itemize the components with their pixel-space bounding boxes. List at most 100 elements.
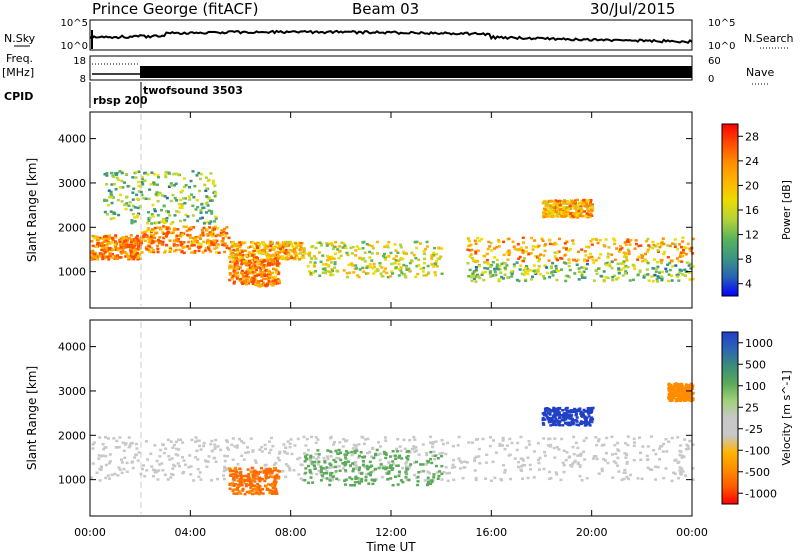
power-cell — [554, 243, 558, 246]
freq-tick-top: 18 — [73, 56, 86, 67]
power-cell — [132, 187, 136, 190]
velocity-cell — [240, 440, 244, 443]
power-cell — [263, 249, 267, 252]
velocity-cell — [135, 447, 139, 450]
power-cell — [214, 215, 218, 219]
power-cell — [582, 270, 586, 273]
velocity-cell — [430, 461, 434, 465]
power-cell — [116, 257, 119, 260]
power-cell — [318, 274, 322, 277]
power-cell — [490, 274, 494, 277]
velocity-cell — [238, 477, 242, 481]
velocity-cell — [288, 469, 292, 472]
velocity-cell — [679, 382, 683, 386]
power-cell — [355, 245, 359, 248]
power-cell — [134, 251, 138, 255]
power-echo-layer — [90, 170, 695, 288]
power-cell — [408, 261, 412, 265]
power-cell — [313, 270, 317, 273]
power-cell — [137, 245, 140, 248]
power-cell — [250, 245, 254, 248]
velocity-cell — [350, 453, 354, 457]
velocity-cell — [241, 478, 245, 481]
power-cell — [549, 209, 553, 212]
velocity-cell — [197, 439, 201, 442]
power-cell — [399, 258, 403, 261]
power-cell — [667, 279, 670, 283]
power-cell — [198, 217, 202, 220]
velocity-cell — [691, 467, 695, 470]
velocity-cell — [548, 470, 552, 474]
power-cell — [256, 284, 260, 287]
velocity-cell — [115, 446, 119, 449]
power-cell — [624, 243, 628, 247]
power-cell — [197, 171, 201, 175]
power-cell — [295, 256, 299, 259]
power-cell — [312, 265, 316, 268]
power-cell — [621, 262, 625, 265]
power-cell — [553, 255, 557, 258]
power-cell — [687, 264, 691, 267]
power-cell — [131, 191, 135, 194]
power-cell — [170, 231, 173, 235]
velocity-cell — [573, 407, 577, 411]
velocity-cell — [568, 409, 572, 413]
power-cell — [351, 245, 355, 249]
velocity-cell — [389, 477, 393, 480]
power-cell — [150, 222, 154, 225]
velocity-cell — [393, 454, 397, 457]
velocity-cell — [345, 450, 348, 453]
velocity-cell — [234, 474, 238, 477]
power-cell — [130, 238, 134, 241]
power-cell — [265, 274, 269, 277]
power-cell — [124, 173, 128, 176]
velocity-cell — [195, 439, 199, 442]
velocity-cell — [182, 470, 186, 474]
power-cell — [210, 212, 214, 215]
power-cell — [182, 225, 186, 228]
velocity-cell — [404, 472, 408, 476]
power-cell — [273, 263, 277, 266]
power-echo-region — [466, 260, 695, 283]
power-cell — [112, 248, 115, 251]
power-cell — [183, 218, 187, 222]
power-cell — [172, 249, 176, 253]
power-cell — [355, 267, 359, 270]
power-cell — [594, 259, 598, 262]
power-cell — [563, 254, 567, 257]
power-cell — [106, 255, 110, 258]
velocity-cell — [159, 448, 163, 452]
power-cell — [156, 214, 160, 217]
power-cell — [391, 272, 394, 275]
power-cell — [581, 202, 584, 205]
velocity-cell — [559, 478, 563, 482]
velocity-cell — [331, 466, 334, 469]
power-cell — [640, 256, 644, 260]
velocity-cell — [248, 489, 252, 493]
velocity-cell — [364, 438, 367, 441]
power-cell — [592, 279, 596, 282]
velocity-cell — [582, 439, 586, 442]
power-cell — [466, 248, 470, 251]
power-cell — [399, 246, 403, 249]
power-cell — [232, 282, 236, 285]
velocity-cell — [120, 458, 123, 461]
power-cell — [255, 244, 259, 248]
power-cell — [112, 216, 116, 220]
power-cell — [179, 190, 183, 194]
power-cell — [210, 210, 214, 213]
power-cell — [433, 271, 437, 274]
noise-left-label: N.Sky — [4, 32, 36, 45]
velocity-cell — [376, 453, 380, 457]
power-cell — [106, 241, 110, 245]
velocity-cell — [458, 459, 462, 463]
power-cell — [207, 209, 211, 212]
power-cell — [485, 261, 489, 265]
noise-panel: N.Sky 10^5 10^0 10^5 10^0 N.Search — [4, 18, 794, 52]
velocity-cell — [115, 439, 119, 443]
power-cell — [242, 259, 246, 262]
power-cell — [273, 279, 277, 282]
power-cell — [190, 244, 194, 247]
power-cell — [493, 270, 497, 274]
